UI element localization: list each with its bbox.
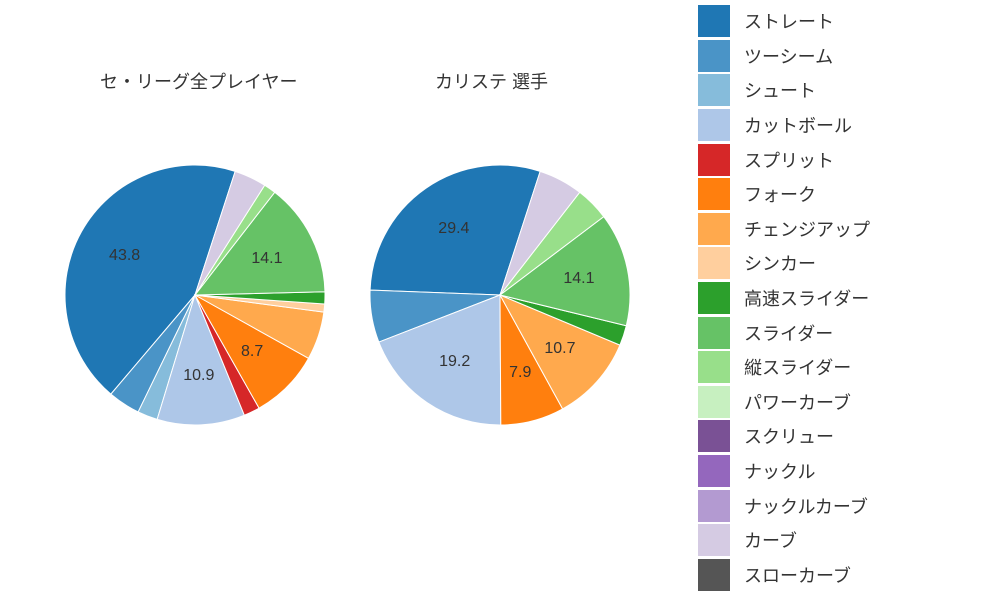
legend-label-power_curve: パワーカーブ	[744, 389, 851, 415]
legend-swatch-slider	[698, 317, 730, 349]
legend-item-power_curve: パワーカーブ	[698, 385, 978, 420]
legend-swatch-sinker	[698, 247, 730, 279]
legend-label-slider: スライダー	[744, 320, 833, 346]
legend: ストレートツーシームシュートカットボールスプリットフォークチェンジアップシンカー…	[698, 4, 978, 592]
legend-label-straight: ストレート	[744, 8, 834, 34]
legend-label-knuckle_curve: ナックルカーブ	[744, 493, 868, 519]
legend-item-sinker: シンカー	[698, 246, 978, 281]
legend-swatch-knuckle_curve	[698, 490, 730, 522]
legend-label-sinker: シンカー	[744, 250, 816, 276]
legend-swatch-fast_slider	[698, 282, 730, 314]
pie-left	[65, 165, 325, 425]
legend-swatch-knuckle	[698, 455, 730, 487]
legend-label-fast_slider: 高速スライダー	[744, 285, 869, 311]
legend-swatch-straight	[698, 5, 730, 37]
legend-item-changeup: チェンジアップ	[698, 212, 978, 247]
legend-label-vert_slider: 縦スライダー	[744, 354, 851, 380]
legend-label-twoseam: ツーシーム	[744, 43, 833, 69]
legend-item-slow_curve: スローカーブ	[698, 558, 978, 593]
chart-title-right: カリステ 選手	[435, 68, 548, 94]
legend-swatch-split	[698, 144, 730, 176]
legend-item-curve: カーブ	[698, 523, 978, 558]
legend-item-fast_slider: 高速スライダー	[698, 281, 978, 316]
legend-label-screw: スクリュー	[744, 423, 834, 449]
legend-label-curve: カーブ	[744, 527, 797, 553]
legend-swatch-changeup	[698, 213, 730, 245]
legend-swatch-fork	[698, 178, 730, 210]
legend-item-cutball: カットボール	[698, 108, 978, 143]
legend-swatch-power_curve	[698, 386, 730, 418]
legend-label-split: スプリット	[744, 147, 834, 173]
legend-label-changeup: チェンジアップ	[744, 216, 870, 242]
legend-label-slow_curve: スローカーブ	[744, 562, 851, 588]
legend-item-slider: スライダー	[698, 315, 978, 350]
legend-item-screw: スクリュー	[698, 419, 978, 454]
legend-item-straight: ストレート	[698, 4, 978, 39]
legend-swatch-slow_curve	[698, 559, 730, 591]
legend-item-split: スプリット	[698, 142, 978, 177]
pie-right	[370, 165, 630, 425]
legend-item-shoot: シュート	[698, 73, 978, 108]
figure: { "background_color": "#ffffff", "title_…	[0, 0, 1000, 600]
legend-label-cutball: カットボール	[744, 112, 852, 138]
legend-item-fork: フォーク	[698, 177, 978, 212]
legend-item-vert_slider: 縦スライダー	[698, 350, 978, 385]
legend-swatch-twoseam	[698, 40, 730, 72]
legend-item-twoseam: ツーシーム	[698, 39, 978, 74]
legend-swatch-curve	[698, 524, 730, 556]
legend-label-knuckle: ナックル	[744, 458, 815, 484]
legend-label-fork: フォーク	[744, 181, 816, 207]
legend-swatch-cutball	[698, 109, 730, 141]
legend-swatch-vert_slider	[698, 351, 730, 383]
legend-swatch-screw	[698, 420, 730, 452]
legend-label-shoot: シュート	[744, 77, 816, 103]
legend-swatch-shoot	[698, 74, 730, 106]
legend-item-knuckle: ナックル	[698, 454, 978, 489]
legend-item-knuckle_curve: ナックルカーブ	[698, 488, 978, 523]
chart-title-left: セ・リーグ全プレイヤー	[100, 68, 297, 94]
